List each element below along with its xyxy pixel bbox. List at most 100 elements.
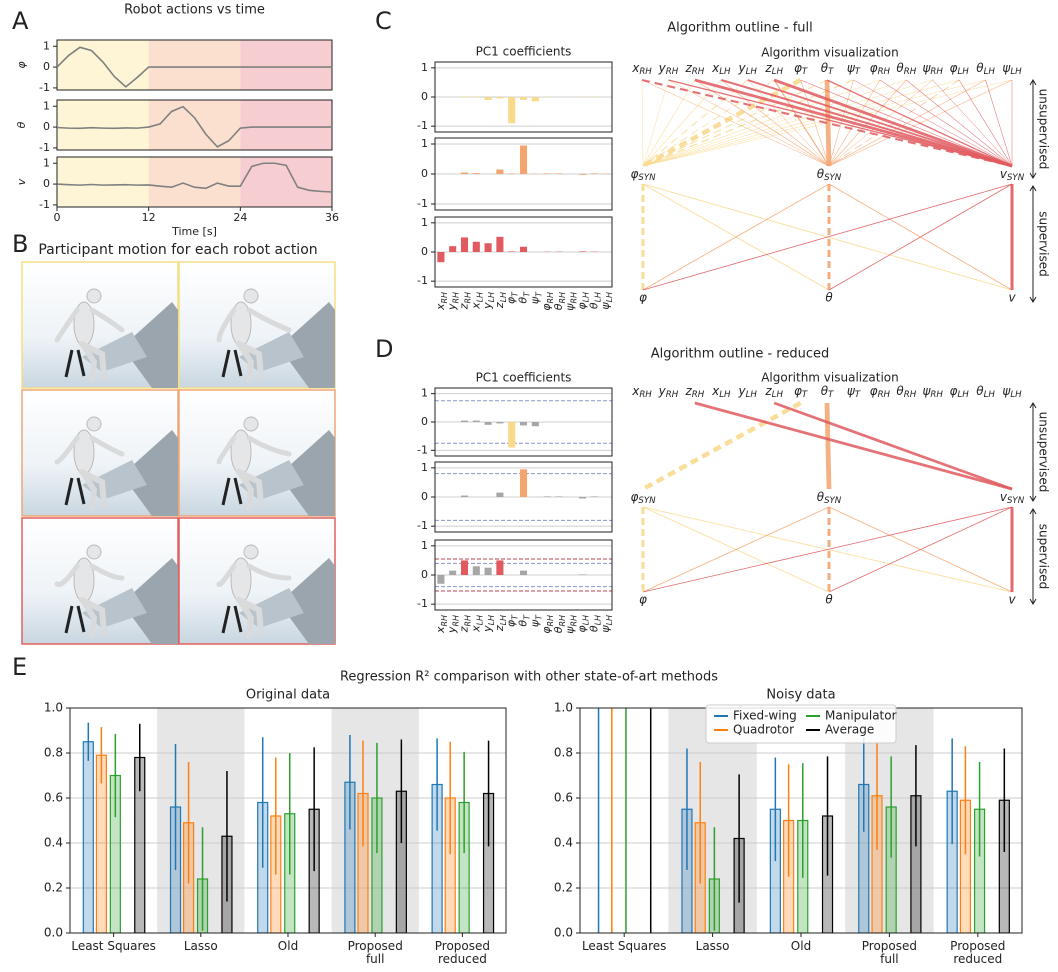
weight-edge — [800, 79, 830, 167]
x-tick-label: θRH — [552, 615, 567, 633]
output-node: θ — [825, 291, 833, 305]
bar — [519, 469, 528, 497]
arms — [216, 435, 292, 465]
legs — [236, 597, 264, 639]
bar — [590, 496, 598, 497]
time-span — [148, 40, 241, 90]
time-span — [240, 100, 332, 150]
x-tick-label: ψRH — [564, 615, 579, 634]
bar — [472, 420, 480, 422]
shadow — [239, 332, 304, 372]
y-tick-label: 1 — [43, 99, 50, 112]
y-axis-label: θ — [15, 121, 28, 128]
weight-edge — [826, 79, 1013, 167]
chart-title: Noisy data — [766, 688, 835, 703]
input-node: θT — [821, 61, 834, 77]
panel-letter: C — [375, 7, 392, 35]
weight-edge — [958, 79, 1013, 167]
x-tick-label: Least Squares — [581, 939, 667, 953]
y-axis-label: v — [15, 178, 28, 185]
bar — [484, 567, 492, 575]
y-axis-label: φ — [15, 61, 28, 69]
weight-edge — [642, 79, 986, 167]
x-tick-label: ψLH — [599, 615, 614, 633]
bar — [449, 246, 457, 252]
bracket-arrow — [1029, 402, 1037, 502]
stool-leg — [221, 349, 231, 378]
stool-leg — [64, 477, 74, 506]
x-tick-label: θT — [517, 291, 532, 304]
shaded-band — [668, 708, 757, 933]
bar — [555, 496, 563, 497]
weight-edge — [721, 79, 830, 167]
x-tick-label: φLH — [576, 615, 591, 633]
shadow — [239, 460, 304, 500]
y-tick-label: 0.4 — [554, 836, 573, 850]
input-node: xRH — [631, 384, 652, 400]
x-tick-label: θRH — [552, 292, 567, 310]
scene — [21, 389, 179, 517]
weight-edge — [800, 79, 1013, 167]
x-tick-label: 36 — [325, 211, 339, 224]
head — [243, 416, 259, 432]
bar — [496, 97, 504, 99]
x-tick-label: Lasso — [183, 939, 218, 953]
bar — [472, 566, 480, 575]
input-node: ψT — [847, 61, 861, 77]
synergy-node: θSYN — [817, 167, 842, 183]
shaded-band — [845, 708, 934, 933]
weight-edge — [642, 79, 828, 167]
y-tick-label: 1 — [421, 216, 428, 229]
bar — [543, 173, 551, 174]
input-node: yRH — [658, 384, 679, 400]
panel-letter: D — [375, 335, 393, 363]
diagram-title: Algorithm outline - full — [667, 21, 813, 36]
y-tick-label: 0.0 — [44, 926, 63, 940]
x-tick-label: zRH — [458, 292, 473, 310]
bar — [578, 174, 587, 175]
input-node: yRH — [658, 61, 679, 77]
bar — [519, 570, 528, 575]
output-node: φ — [639, 291, 647, 305]
weight-edge — [668, 79, 830, 167]
y-tick-label: 0.2 — [44, 881, 63, 895]
legend-label: Fixed-wing — [733, 709, 797, 723]
arms — [54, 563, 125, 588]
y-tick-label: 0 — [421, 490, 428, 503]
bar — [508, 173, 516, 174]
input-node: θLH — [976, 384, 995, 400]
y-tick-label: -1 — [417, 519, 428, 532]
y-tick-label: 1 — [421, 137, 428, 150]
weight-edge — [641, 78, 802, 168]
input-node: yLH — [738, 61, 758, 77]
bar — [508, 97, 516, 124]
bar — [508, 422, 516, 448]
input-node: θRH — [896, 384, 916, 400]
x-tick-label: yLH — [481, 292, 496, 310]
stool-leg — [233, 349, 243, 377]
weight-edge — [828, 79, 986, 167]
time-span — [57, 100, 149, 150]
y-tick-label: 0 — [421, 415, 428, 428]
shadow — [239, 588, 304, 628]
bar — [496, 422, 504, 424]
x-tick-label: θT — [517, 614, 532, 627]
chart-title: PC1 coefficients — [476, 45, 572, 59]
scene — [178, 517, 336, 645]
bar — [460, 96, 469, 97]
head — [86, 416, 102, 432]
bar — [437, 575, 445, 584]
shaded-band — [157, 708, 245, 933]
stool-leg — [233, 477, 243, 505]
input-node: xLH — [711, 61, 731, 77]
diagram-subtitle: Algorithm visualization — [761, 46, 899, 60]
stool-leg — [221, 605, 231, 634]
weight-edge — [906, 79, 1013, 167]
diagram-title: Algorithm outline - reduced — [651, 347, 829, 362]
axes-frame — [434, 539, 613, 611]
panel-title: Regression R² comparison with other stat… — [340, 670, 718, 685]
supervised-edge — [642, 506, 830, 593]
bar — [519, 422, 528, 426]
y-tick-label: 1.0 — [554, 701, 573, 715]
output-node: v — [1008, 593, 1016, 607]
